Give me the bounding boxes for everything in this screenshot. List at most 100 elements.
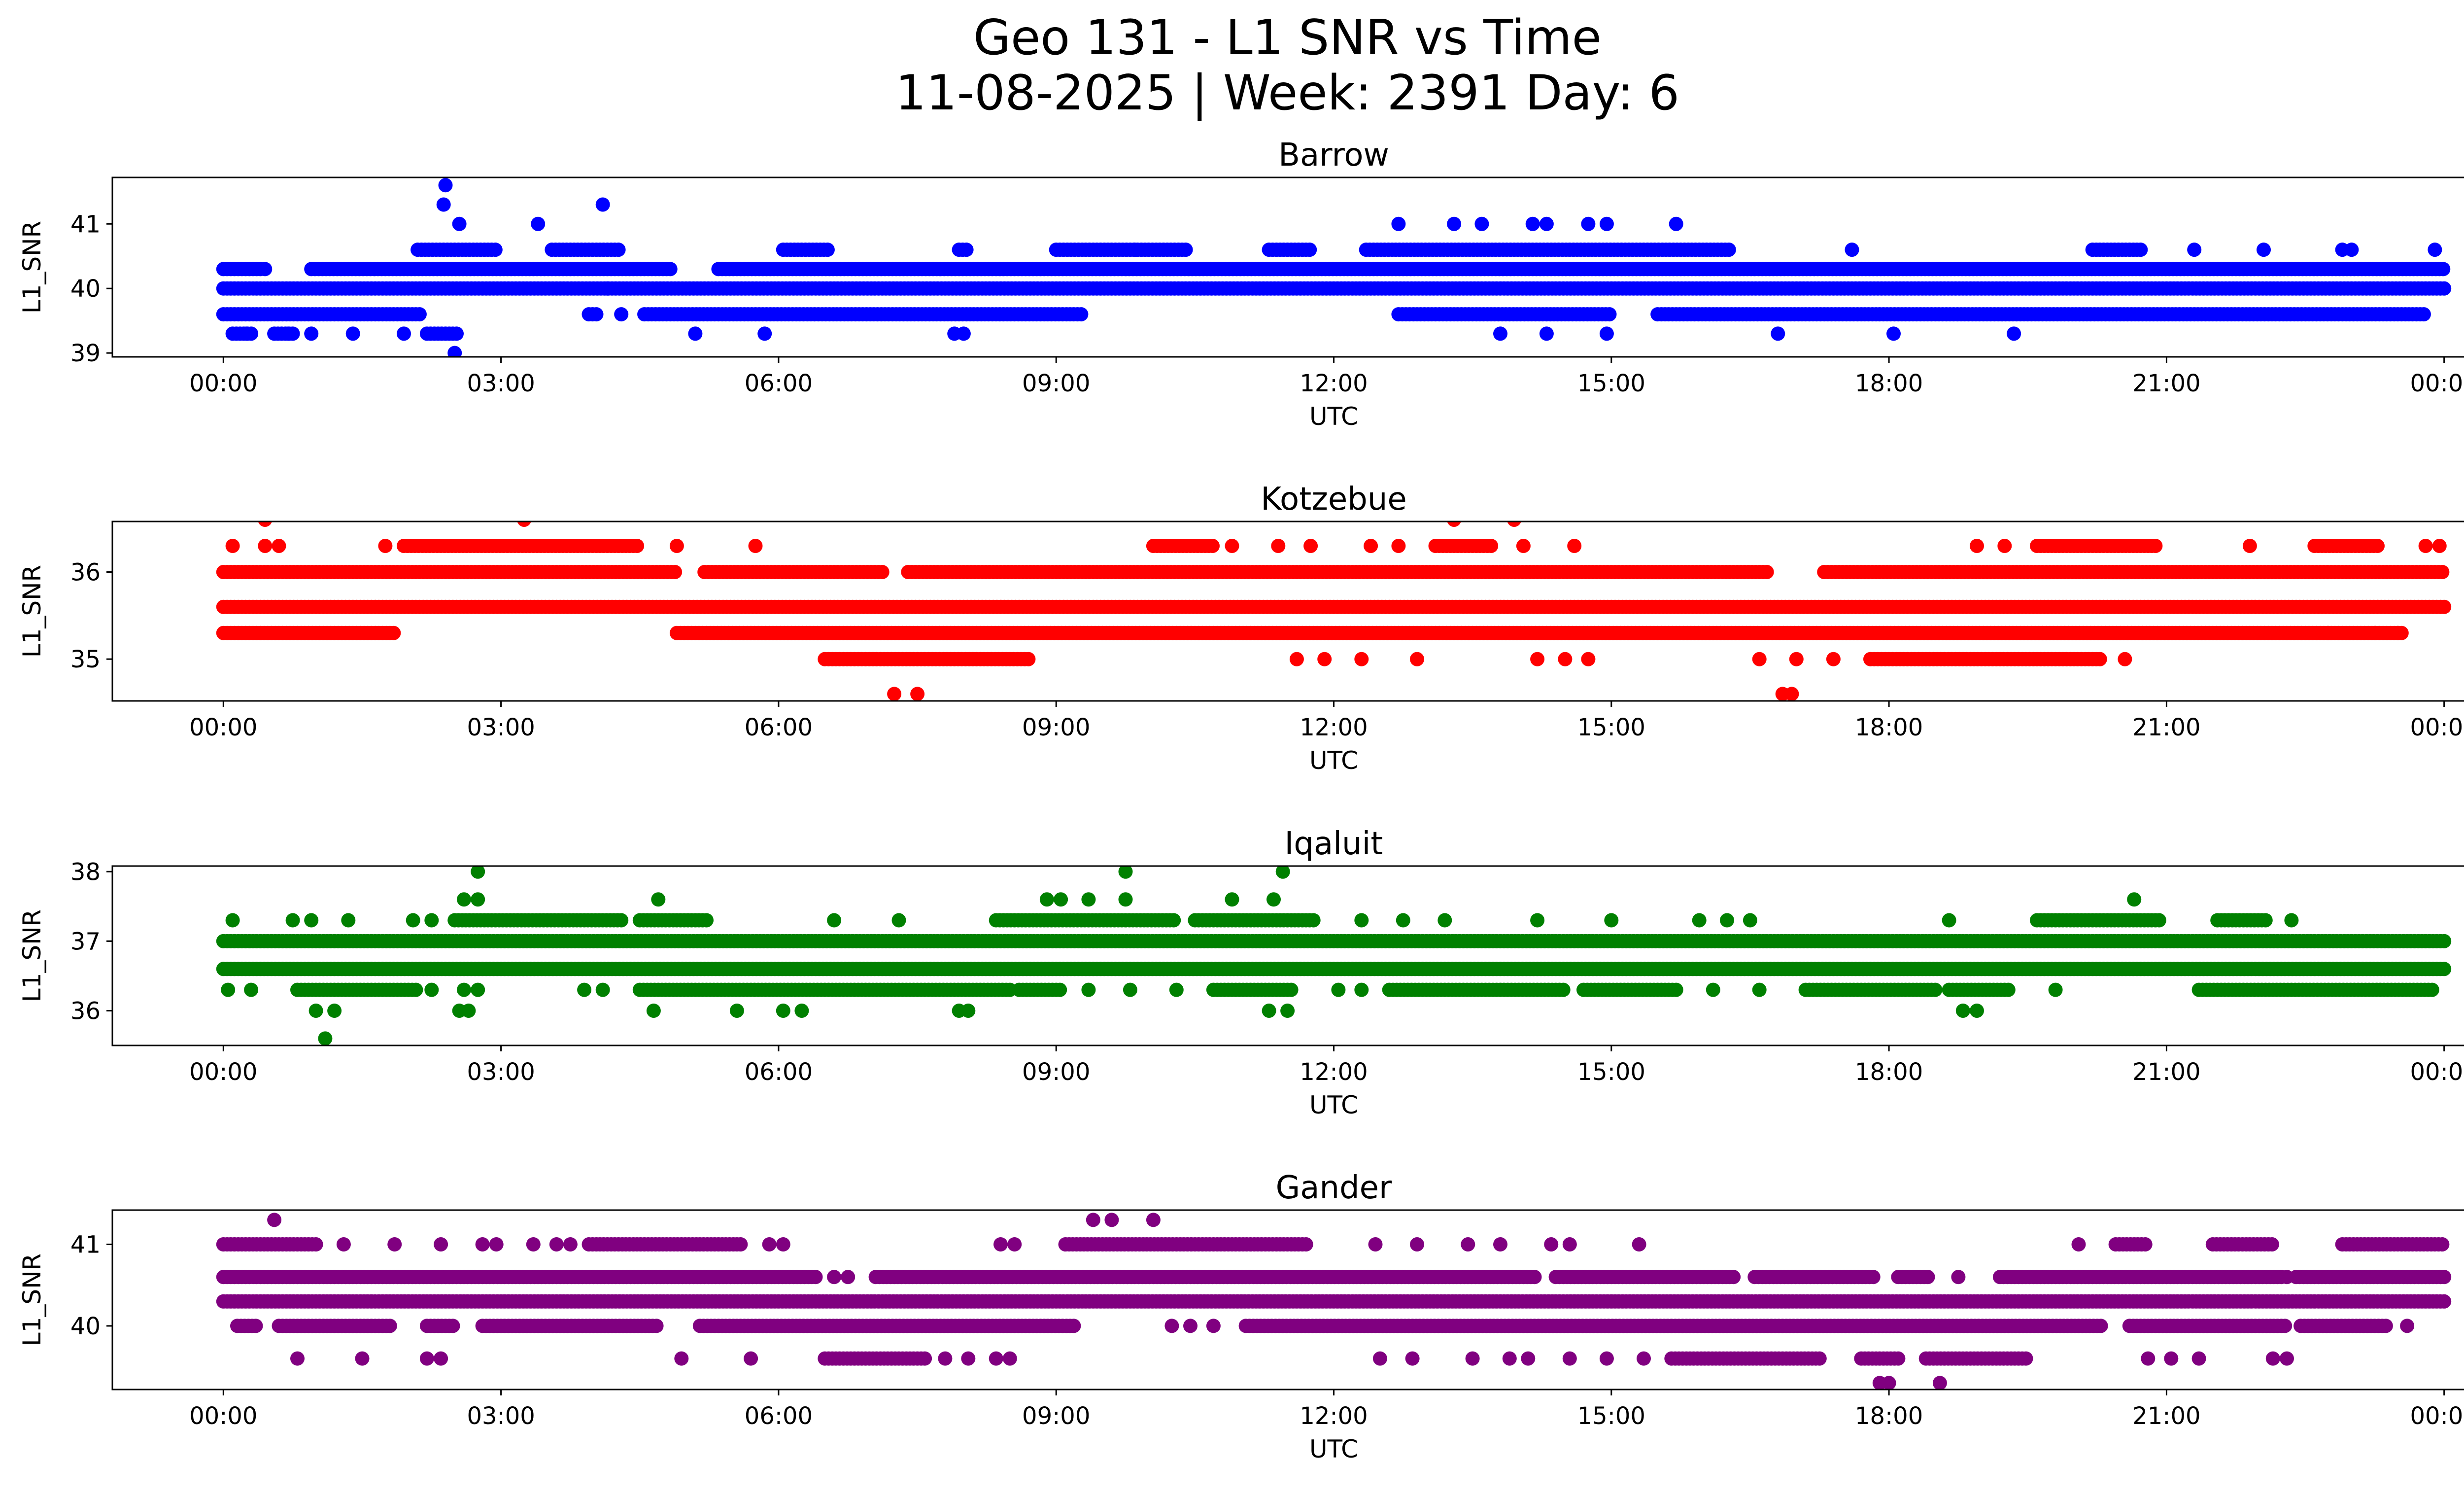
data-point-outlier (1225, 539, 1239, 553)
data-point (2416, 307, 2431, 322)
data-point-outlier (1567, 539, 1582, 553)
data-point-outlier (378, 539, 393, 553)
x-tick-label: 06:00 (745, 370, 813, 397)
data-point (663, 262, 678, 277)
data-point-outlier (1581, 216, 1596, 231)
y-axis-label: L1_SNR (18, 565, 46, 658)
data-point (2435, 565, 2450, 579)
y-tick-label: 41 (70, 210, 101, 238)
data-point-outlier (1391, 216, 1406, 231)
data-point (1205, 539, 1220, 553)
data-point-outlier (595, 197, 610, 212)
data-point-outlier (1317, 652, 1332, 666)
data-point-outlier (1599, 216, 1614, 231)
data-point (589, 307, 604, 322)
data-point-outlier (1970, 539, 1984, 553)
data-point-outlier (517, 522, 531, 527)
data-point (1759, 565, 1774, 579)
y-tick-label: 40 (70, 275, 101, 303)
x-tick-label: 00:00 (189, 370, 257, 397)
scatter-series-iqaluit (216, 866, 2452, 1045)
data-point-outlier (2321, 626, 2336, 640)
data-point-outlier (1789, 652, 1804, 666)
data-point-outlier (2418, 539, 2433, 553)
data-point-outlier (1128, 243, 1142, 257)
data-point-outlier (225, 539, 240, 553)
data-point-outlier (910, 687, 925, 701)
x-axis-label: UTC (1309, 746, 1358, 775)
data-point (875, 565, 890, 579)
data-point-outlier (2187, 243, 2202, 257)
x-tick-label: 03:00 (467, 370, 535, 397)
data-point-outlier (2391, 626, 2405, 640)
data-point-outlier (1752, 652, 1767, 666)
data-point-outlier (2428, 243, 2442, 257)
data-point-outlier (2118, 652, 2132, 666)
data-point-outlier (2242, 539, 2257, 553)
data-point (2437, 599, 2452, 614)
data-point-outlier (1784, 687, 1799, 701)
data-point-outlier (239, 326, 254, 341)
data-point (1074, 307, 1089, 322)
data-point-outlier (345, 326, 360, 341)
data-point-outlier (1474, 216, 1489, 231)
data-point-outlier (258, 522, 272, 527)
data-point-outlier (452, 216, 467, 231)
data-point-outlier (1516, 539, 1531, 553)
data-point (2370, 539, 2385, 553)
subplot-title-kotzebue: Kotzebue (1261, 481, 1407, 518)
data-point-outlier (1599, 326, 1614, 341)
data-point-outlier (2007, 326, 2021, 341)
data-point (449, 326, 464, 341)
data-point-outlier (1771, 326, 1785, 341)
data-point-outlier (600, 281, 615, 296)
data-point (959, 243, 974, 257)
data-point-outlier (887, 687, 902, 701)
data-point-outlier (436, 197, 451, 212)
x-tick-label: 03:00 (467, 714, 535, 741)
data-point-outlier (2367, 626, 2382, 640)
y-tick-label: 35 (70, 646, 101, 673)
data-point (412, 307, 427, 322)
data-point-outlier (1289, 652, 1304, 666)
data-point (1178, 243, 1193, 257)
data-point-outlier (757, 326, 772, 341)
data-point (1302, 243, 1317, 257)
data-point (1721, 243, 1736, 257)
data-point-outlier (1493, 326, 1507, 341)
x-tick-label: 15:00 (1577, 370, 1645, 397)
data-point (488, 243, 503, 257)
data-point (630, 539, 645, 553)
data-point (1021, 652, 1036, 666)
data-point (2437, 281, 2452, 296)
x-tick-label: 00:00 (2410, 370, 2464, 397)
data-point-outlier (258, 262, 273, 277)
data-point-outlier (1507, 522, 1521, 527)
data-point (2437, 934, 2452, 948)
data-point-outlier (1826, 652, 1841, 666)
data-point-outlier (956, 326, 971, 341)
data-point-outlier (1558, 652, 1573, 666)
subplot-title-iqaluit: Iqaluit (1285, 826, 1383, 862)
data-point-outlier (1271, 539, 1286, 553)
scatter-series-kotzebue (216, 522, 2452, 701)
data-point-outlier (1669, 216, 1683, 231)
data-point (386, 626, 401, 640)
x-tick-label: 15:00 (1577, 714, 1645, 741)
data-point-outlier (447, 346, 462, 357)
x-axis-label: UTC (1309, 402, 1358, 431)
x-tick-label: 21:00 (2132, 370, 2200, 397)
data-point (2436, 262, 2451, 277)
data-point-outlier (1845, 243, 1859, 257)
data-point-outlier (1303, 539, 1318, 553)
data-point-outlier (1364, 539, 1378, 553)
data-point (820, 243, 835, 257)
data-point-outlier (1539, 216, 1554, 231)
y-tick-label: 36 (70, 558, 101, 586)
data-point-outlier (1410, 652, 1424, 666)
data-point-outlier (2344, 243, 2359, 257)
